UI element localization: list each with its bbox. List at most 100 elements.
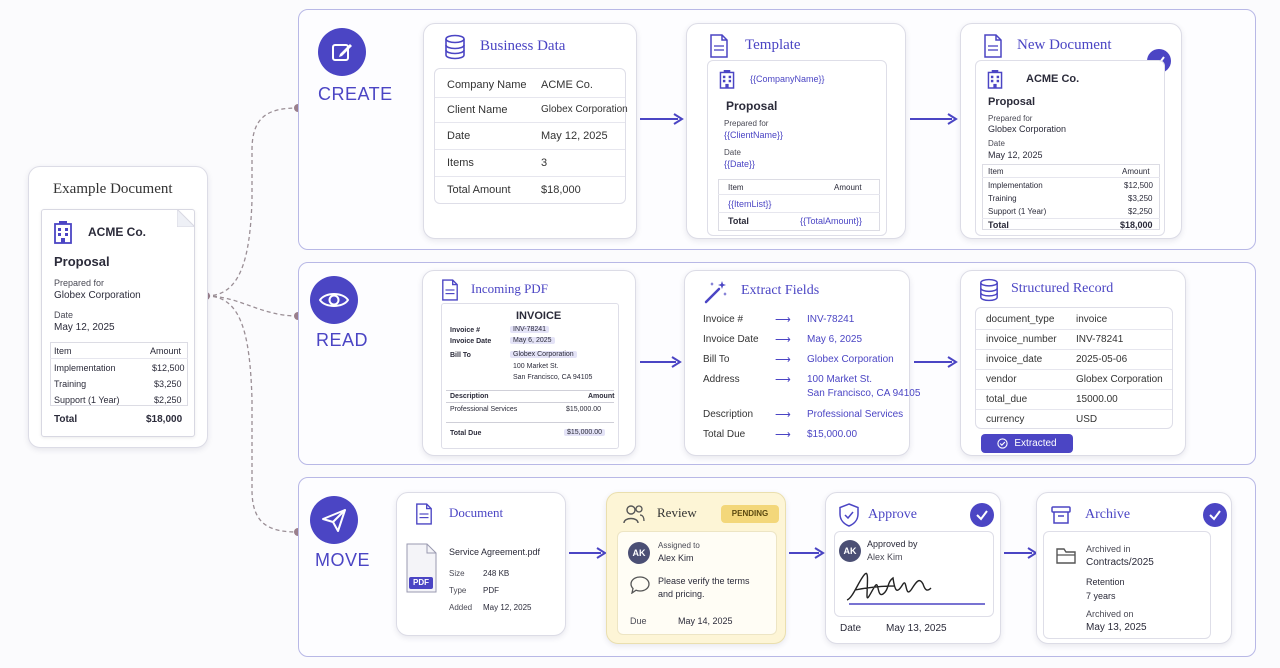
ef-value-description: Professional Services bbox=[807, 409, 904, 420]
invoice-address-1: 100 Market St. bbox=[513, 363, 559, 370]
template-date-label: Date bbox=[724, 148, 741, 157]
structured-record-card[interactable]: Structured Record document_type invoice … bbox=[960, 270, 1186, 456]
archived-on-label: Archived on bbox=[1086, 609, 1134, 619]
template-title: Template bbox=[745, 37, 801, 53]
example-amount-1: $12,500 bbox=[152, 363, 185, 373]
document-icon bbox=[442, 279, 458, 301]
move-size-label: Size bbox=[449, 569, 465, 578]
folder-icon bbox=[1056, 548, 1076, 564]
template-th-item: Item bbox=[728, 183, 744, 192]
ef-arrow-1: ⟶ bbox=[775, 314, 791, 326]
move-stage-label: MOVE bbox=[315, 550, 371, 570]
move-document-card[interactable]: Document PDF Service Agreement.pdf Size … bbox=[396, 492, 566, 636]
move-size: 248 KB bbox=[483, 569, 510, 578]
example-amount-3: $2,250 bbox=[154, 395, 182, 405]
structured-record-title: Structured Record bbox=[1011, 281, 1114, 296]
ef-value-invoice-no: INV-78241 bbox=[807, 314, 855, 325]
sr-key-invoice-number: invoice_number bbox=[986, 334, 1057, 345]
new-doc-amount-3: $2,250 bbox=[1128, 207, 1153, 216]
ef-label-bill-to: Bill To bbox=[703, 354, 730, 365]
sr-key-invoice-date: invoice_date bbox=[986, 354, 1043, 365]
extract-fields-title: Extract Fields bbox=[741, 283, 820, 298]
arrow-extract-to-record bbox=[914, 356, 958, 368]
review-card[interactable]: Review PENDING AK Assigned to Alex Kim P… bbox=[606, 492, 786, 644]
new-document-page: ACME Co. Proposal Prepared for Globex Co… bbox=[975, 60, 1165, 236]
example-amount-2: $3,250 bbox=[154, 379, 182, 389]
ef-label-description: Description bbox=[703, 409, 754, 420]
template-doc-title: Proposal bbox=[726, 99, 778, 113]
arrow-approve-to-archive bbox=[1004, 547, 1038, 559]
check-circle-icon bbox=[997, 438, 1009, 449]
approver-name: Alex Kim bbox=[867, 552, 903, 562]
bd-label-date: Date bbox=[447, 130, 471, 142]
example-item-3: Support (1 Year) bbox=[54, 395, 120, 405]
arrow-review-to-approve bbox=[789, 547, 825, 559]
ef-value-bill-to: Globex Corporation bbox=[807, 354, 894, 365]
invoice-date: May 6, 2025 bbox=[510, 337, 555, 344]
retention: 7 years bbox=[1086, 591, 1116, 601]
edit-icon bbox=[332, 44, 352, 61]
invoice-page: INVOICE Invoice # INV-78241 Invoice Date… bbox=[441, 303, 619, 449]
bd-label-company: Company Name bbox=[447, 79, 527, 91]
ef-arrow-3: ⟶ bbox=[775, 354, 791, 366]
new-doc-item-1: Implementation bbox=[988, 181, 1043, 190]
move-document-title: Document bbox=[449, 505, 504, 520]
move-added: May 12, 2025 bbox=[483, 603, 532, 612]
example-prepared-label: Prepared for bbox=[54, 278, 105, 288]
arrow-template-to-newdoc bbox=[910, 113, 958, 125]
sr-value-currency: USD bbox=[1076, 414, 1098, 425]
document-icon bbox=[984, 34, 1002, 58]
new-doc-company: ACME Co. bbox=[1026, 73, 1080, 85]
new-doc-total: $18,000 bbox=[1120, 220, 1153, 230]
pdf-file-icon: PDF bbox=[405, 543, 437, 593]
example-date: May 12, 2025 bbox=[54, 322, 115, 333]
ef-arrow-4: ⟶ bbox=[775, 374, 791, 386]
review-due-label: Due bbox=[630, 616, 647, 626]
shield-check-icon bbox=[839, 503, 859, 527]
new-doc-items-table bbox=[982, 164, 1160, 230]
example-company: ACME Co. bbox=[88, 225, 146, 239]
archive-title: Archive bbox=[1085, 507, 1131, 522]
invoice-heading: INVOICE bbox=[516, 310, 562, 322]
new-document-title: New Document bbox=[1017, 37, 1112, 53]
new-doc-date: May 12, 2025 bbox=[988, 150, 1043, 160]
template-date-placeholder: {{Date}} bbox=[724, 159, 756, 169]
archive-card[interactable]: Archive Archived in Contracts/2025 Reten… bbox=[1036, 492, 1232, 644]
people-icon bbox=[623, 505, 645, 524]
arrow-bd-to-template bbox=[640, 113, 684, 125]
template-items-table bbox=[718, 179, 880, 231]
example-date-label: Date bbox=[54, 310, 74, 320]
move-file-name: Service Agreement.pdf bbox=[449, 547, 541, 557]
invoice-amount-header: Amount bbox=[588, 393, 615, 400]
move-stage-icon bbox=[310, 496, 358, 544]
archived-in: Contracts/2025 bbox=[1086, 557, 1154, 568]
bd-label-items: Items bbox=[447, 157, 474, 169]
review-assigned-label: Assigned to bbox=[658, 541, 700, 550]
document-icon bbox=[416, 503, 432, 525]
archive-box-icon bbox=[1051, 506, 1071, 524]
approve-card[interactable]: Approve AK Approved by Alex Kim Date May… bbox=[825, 492, 1001, 644]
comment-icon bbox=[630, 576, 650, 594]
new-doc-amount-1: $12,500 bbox=[1124, 181, 1153, 190]
new-doc-total-label: Total bbox=[988, 220, 1009, 230]
page-fold-corner bbox=[177, 209, 195, 227]
extract-fields-card[interactable]: Extract Fields Invoice # ⟶ INV-78241 Inv… bbox=[684, 270, 920, 456]
document-icon bbox=[710, 34, 728, 58]
incoming-pdf-card[interactable]: Incoming PDF INVOICE Invoice # INV-78241… bbox=[422, 270, 636, 456]
new-doc-prepared-for: Globex Corporation bbox=[988, 124, 1067, 134]
invoice-line-desc: Professional Services bbox=[450, 406, 518, 413]
ef-label-invoice-no: Invoice # bbox=[703, 314, 744, 325]
template-card[interactable]: Template {{CompanyName}} Proposal Prepar… bbox=[686, 23, 906, 239]
example-document-card[interactable]: Example Document ACME Co. Proposal Prepa… bbox=[28, 166, 208, 448]
sr-value-document-type: invoice bbox=[1076, 314, 1108, 325]
new-doc-item-3: Support (1 Year) bbox=[988, 207, 1047, 216]
business-data-card[interactable]: Business Data Company Name ACME Co. Clie… bbox=[423, 23, 637, 239]
invoice-line-amount: $15,000.00 bbox=[566, 406, 602, 413]
invoice-no: INV-78241 bbox=[510, 326, 550, 333]
new-document-card[interactable]: New Document ACME Co. Proposal Prepared … bbox=[960, 23, 1182, 239]
new-doc-prepared-label: Prepared for bbox=[988, 114, 1033, 123]
bd-value-items: 3 bbox=[541, 157, 548, 169]
review-assignee: Alex Kim bbox=[658, 553, 694, 563]
approved-check-icon bbox=[970, 503, 994, 527]
business-data-table: Company Name ACME Co. Client Name Globex… bbox=[434, 68, 628, 204]
